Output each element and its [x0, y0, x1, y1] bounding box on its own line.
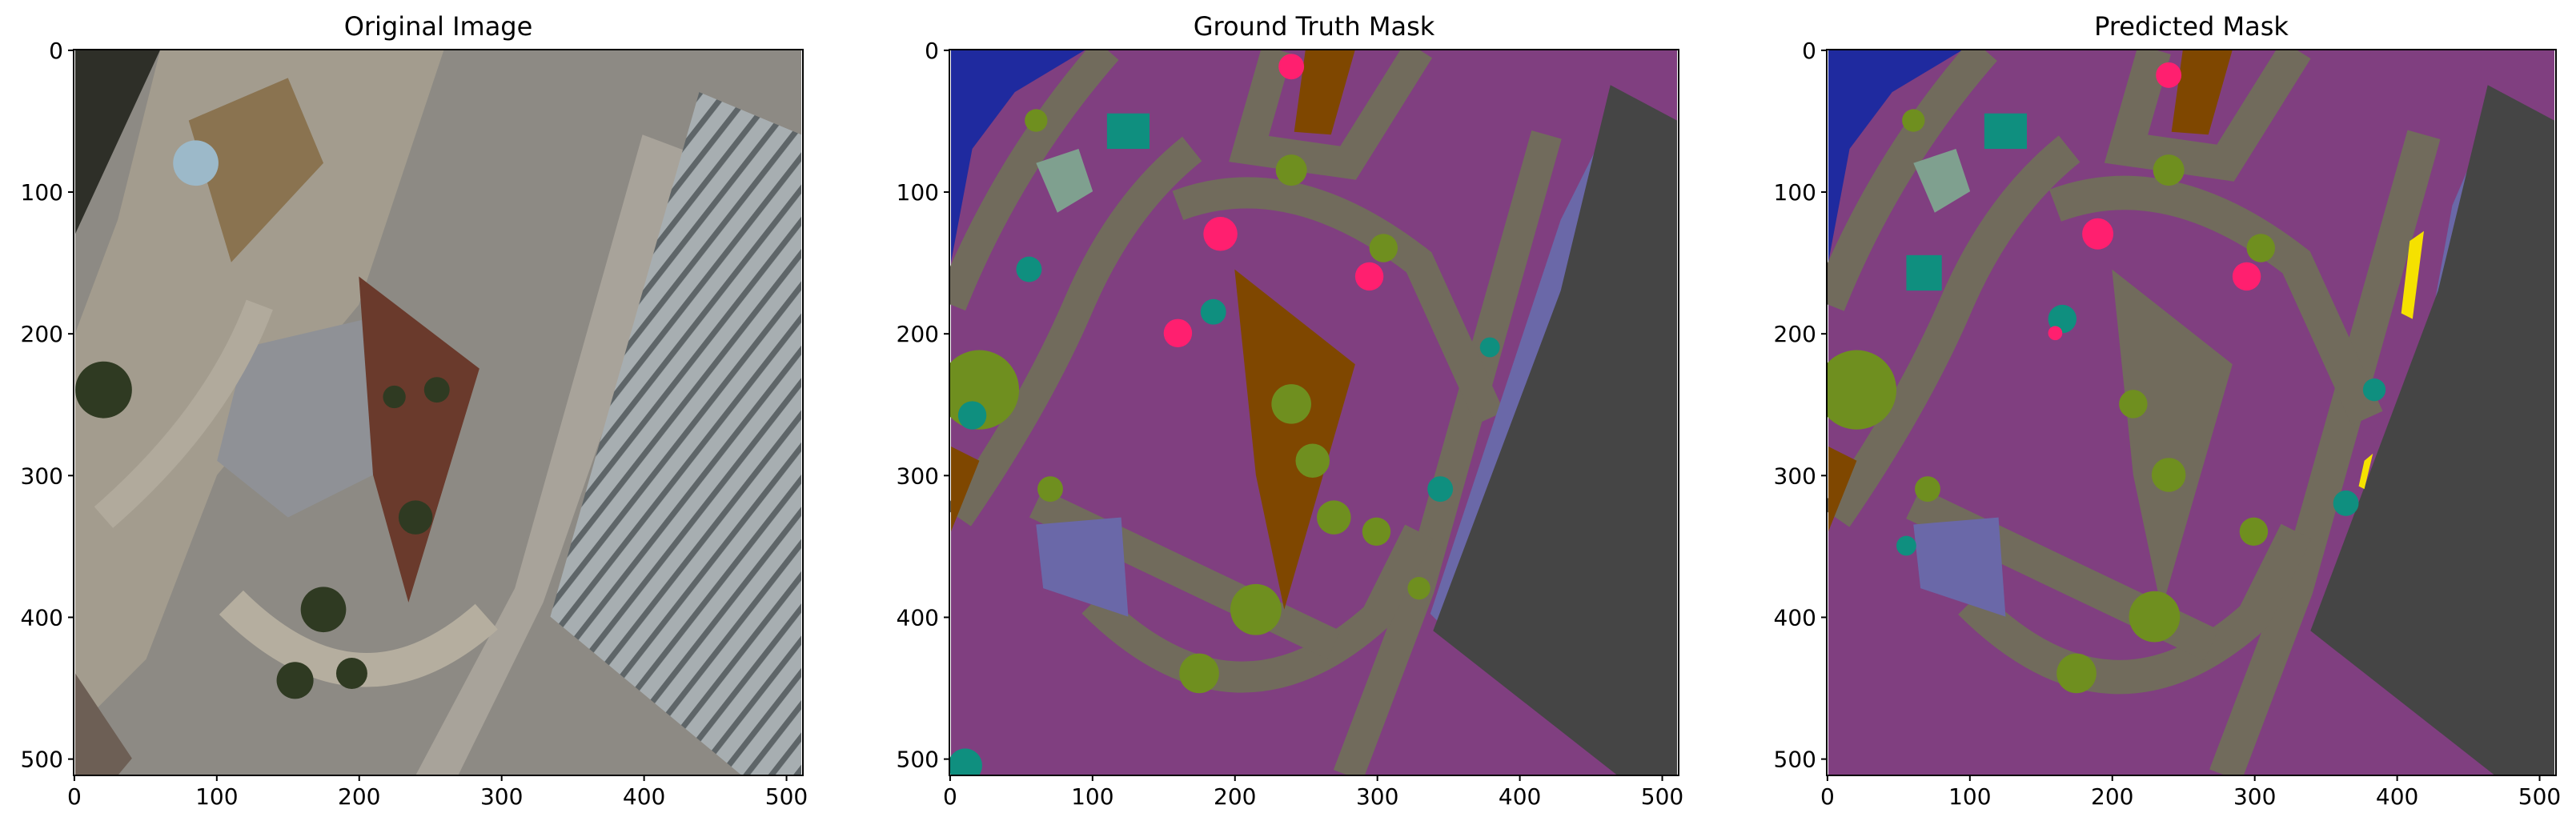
- x-tick-label: 0: [67, 783, 82, 810]
- x-tick-label: 300: [480, 783, 523, 810]
- y-tick-label: 400: [21, 604, 63, 631]
- image: [1817, 50, 2554, 775]
- x-tick-label: 200: [338, 783, 380, 810]
- y-tick-label: 0: [1802, 38, 1816, 64]
- x-tick-label: 100: [1948, 783, 1991, 810]
- panel-title: Predicted Mask: [2094, 11, 2289, 42]
- y-tick-label: 200: [21, 321, 63, 347]
- x-tick-label: 500: [1641, 783, 1683, 810]
- axes-frame: [1826, 49, 2557, 776]
- x-tick-label: 300: [2233, 783, 2276, 810]
- x-tick-label: 400: [623, 783, 665, 810]
- y-tick-label: 300: [21, 463, 63, 489]
- y-tick-label: 200: [897, 321, 939, 347]
- y-tick-label: 0: [925, 38, 939, 64]
- x-tick-label: 100: [195, 783, 238, 810]
- y-tick-label: 400: [897, 604, 939, 631]
- y-tick-label: 100: [897, 179, 939, 206]
- y-tick-label: 0: [49, 38, 63, 64]
- x-tick-label: 100: [1071, 783, 1113, 810]
- x-tick-label: 0: [1820, 783, 1835, 810]
- y-tick-label: 300: [1774, 463, 1816, 489]
- y-tick-label: 500: [897, 747, 939, 773]
- x-tick-label: 200: [2091, 783, 2133, 810]
- x-tick-label: 500: [2518, 783, 2561, 810]
- y-tick-label: 300: [897, 463, 939, 489]
- x-tick-label: 400: [2376, 783, 2418, 810]
- axes-frame: [949, 49, 1679, 776]
- axes-frame: [73, 49, 804, 776]
- x-tick-label: 400: [1499, 783, 1541, 810]
- image: [940, 50, 1677, 783]
- image: [75, 50, 801, 775]
- x-tick-label: 0: [943, 783, 957, 810]
- x-tick-label: 200: [1214, 783, 1256, 810]
- y-tick-label: 500: [1774, 747, 1816, 773]
- panel-title: Ground Truth Mask: [1194, 11, 1435, 42]
- panel-title: Original Image: [344, 11, 533, 42]
- y-tick-label: 400: [1774, 604, 1816, 631]
- y-tick-label: 100: [1774, 179, 1816, 206]
- y-tick-label: 200: [1774, 321, 1816, 347]
- x-tick-label: 300: [1356, 783, 1398, 810]
- x-tick-label: 500: [765, 783, 808, 810]
- y-tick-label: 500: [21, 747, 63, 773]
- y-tick-label: 100: [21, 179, 63, 206]
